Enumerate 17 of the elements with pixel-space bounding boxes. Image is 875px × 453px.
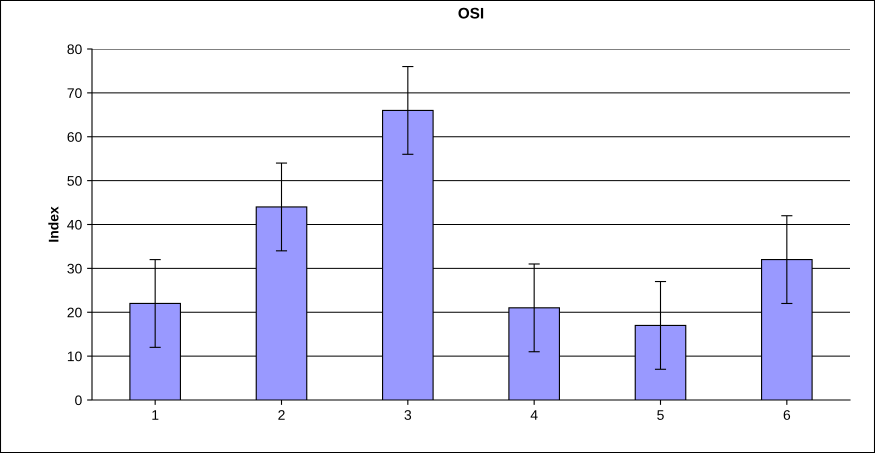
y-tick-label: 10	[68, 351, 82, 362]
y-tick-label: 60	[68, 132, 82, 142]
y-tick-label: 70	[68, 88, 82, 98]
y-axis-title: Index	[48, 206, 59, 242]
y-tick-label: 20	[68, 308, 82, 318]
chart-title: OSI	[458, 8, 484, 19]
y-tick-label: 0	[75, 395, 82, 406]
y-tick-label: 50	[67, 176, 82, 186]
y-tick-label: 40	[67, 220, 82, 230]
x-tick-label: 3	[404, 410, 412, 420]
y-tick-label: 80	[67, 44, 82, 54]
x-tick-label: 1	[152, 410, 158, 420]
y-tick-label: 30	[67, 264, 82, 274]
x-tick-label: 2	[278, 410, 285, 420]
x-tick-label: 6	[784, 410, 790, 420]
x-tick-label: 4	[530, 410, 538, 420]
x-tick-label: 5	[657, 410, 664, 420]
